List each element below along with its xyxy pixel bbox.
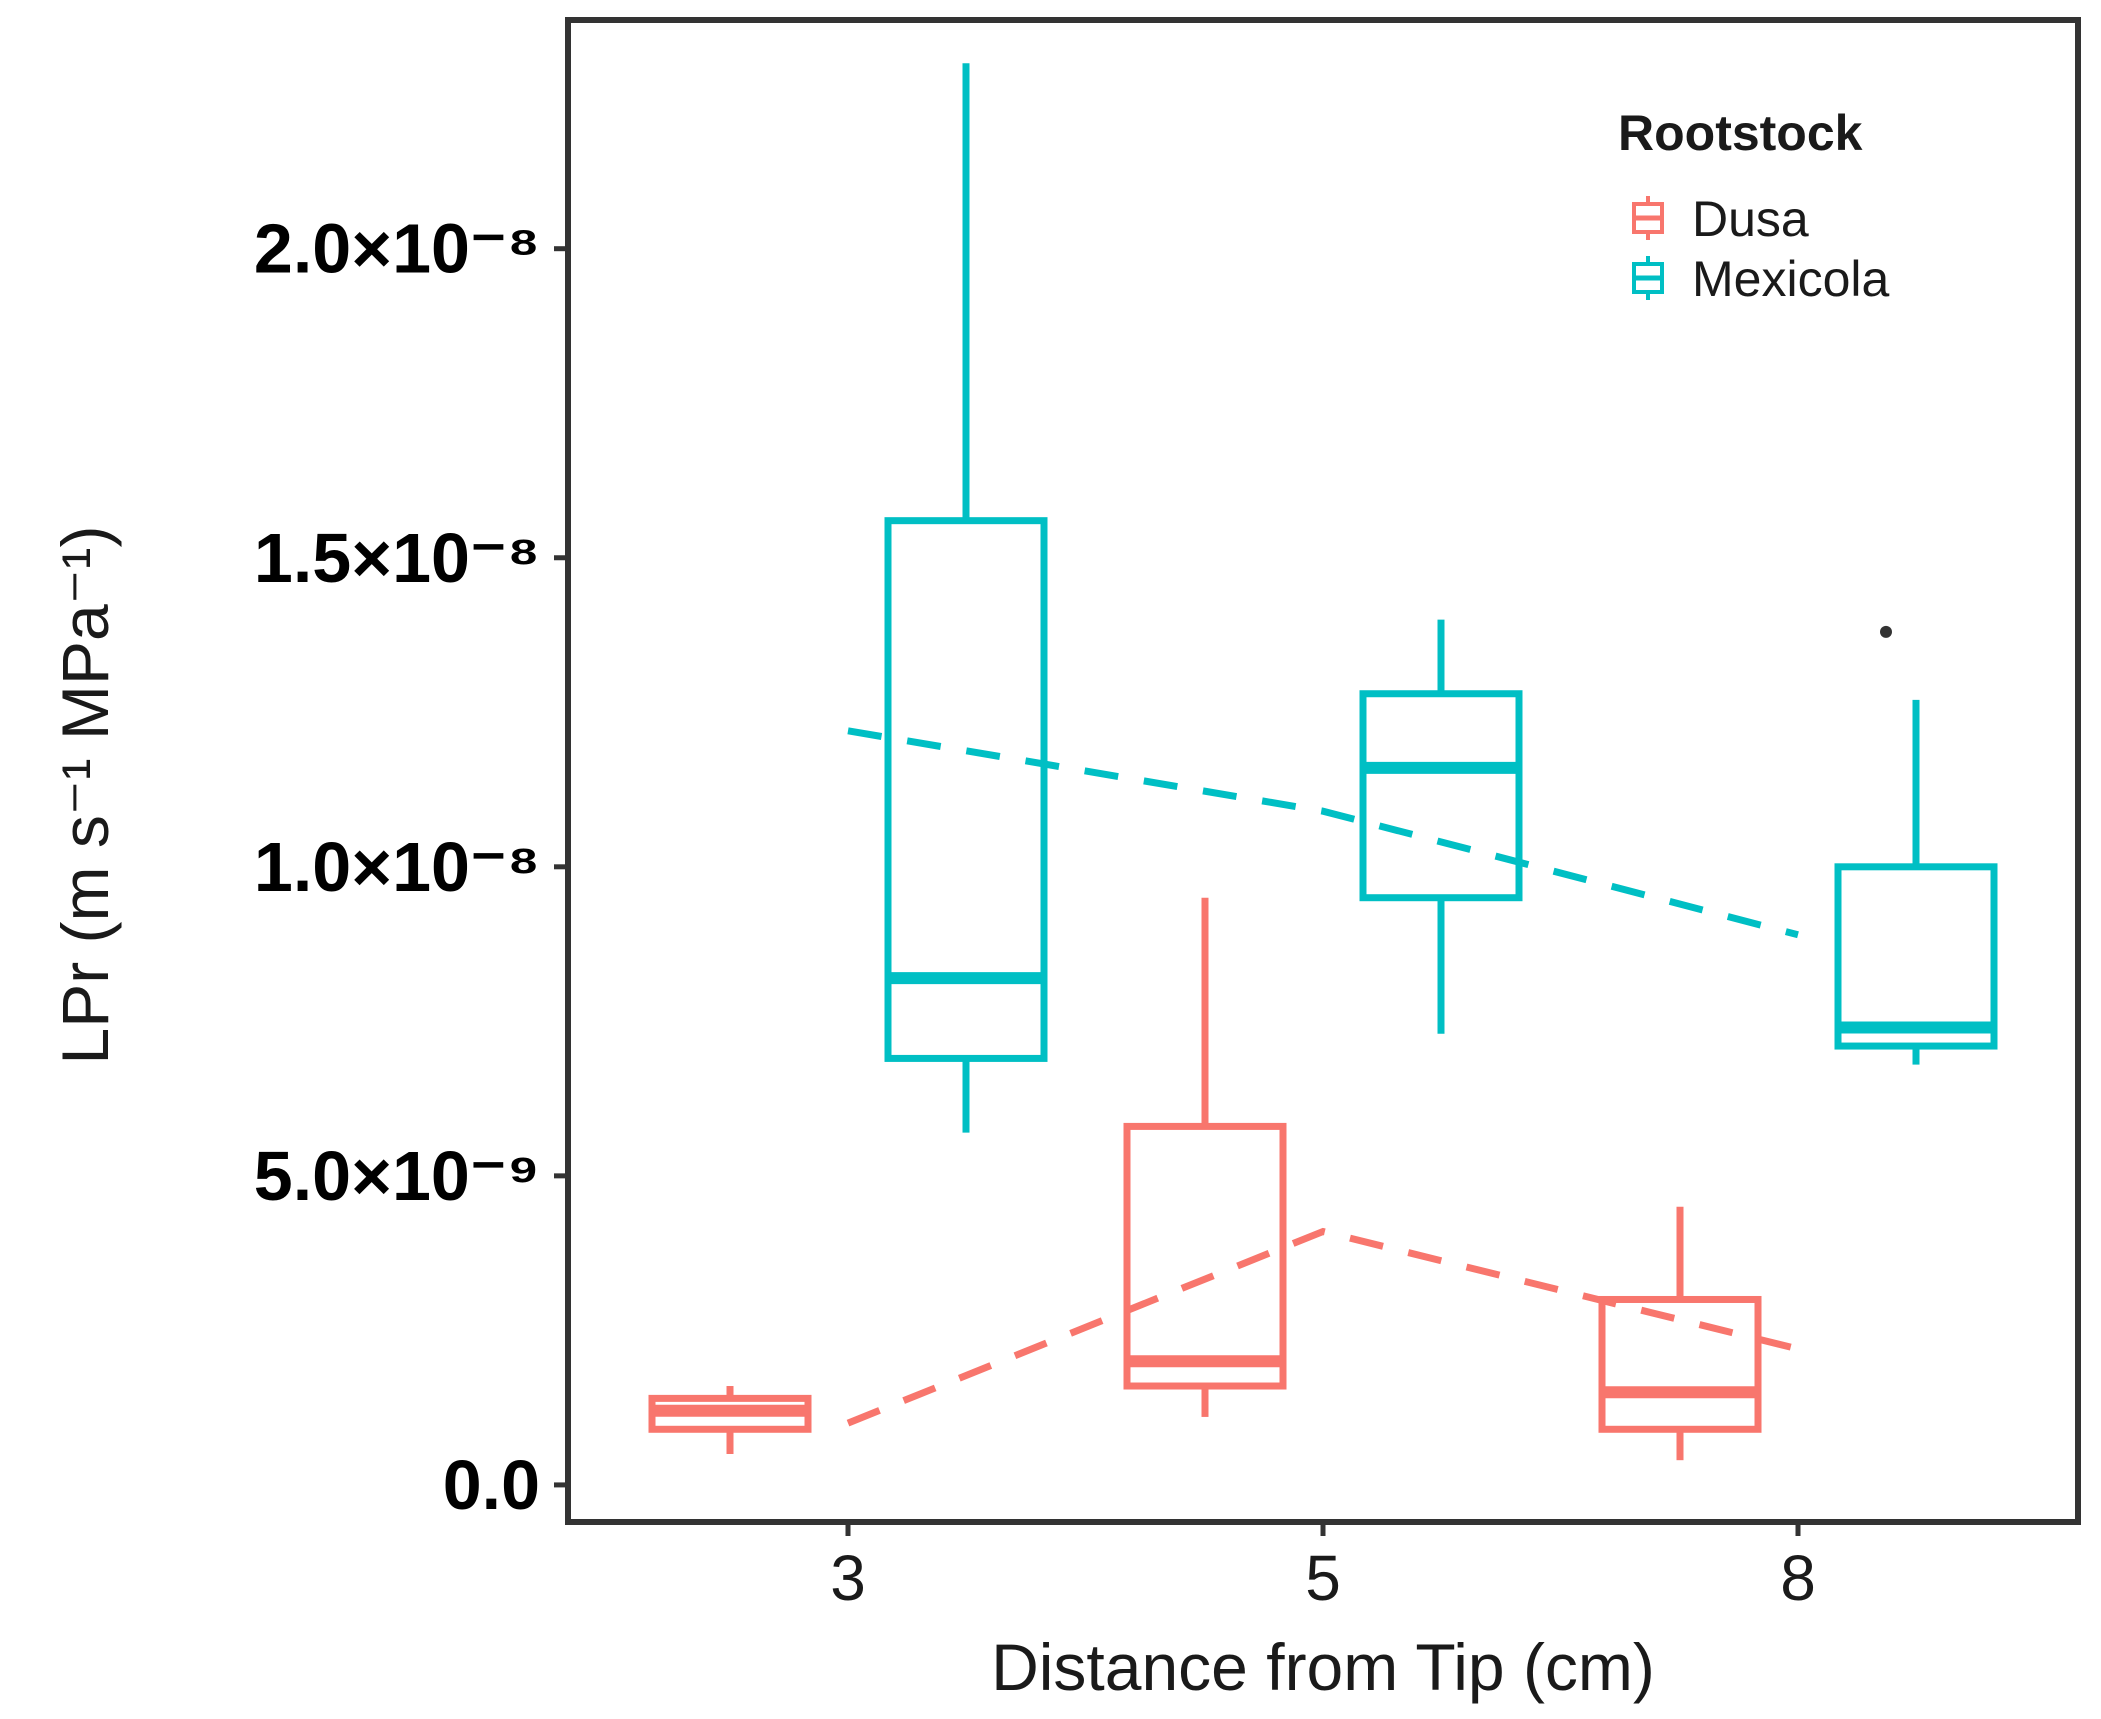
- y-tick-label: 5.0×10⁻⁹: [254, 1137, 540, 1215]
- box-dusa-8: [1598, 1206, 1762, 1461]
- box-mexicola-3: [884, 63, 1048, 1133]
- plot-panel-border: [565, 17, 2081, 1525]
- x-axis: 3 5 8: [830, 1522, 1816, 1614]
- y-axis: 0.0 5.0×10⁻⁹ 1.0×10⁻⁸ 1.5×10⁻⁸ 2.0×10⁻⁸: [254, 210, 568, 1524]
- y-tick-label: 0.0: [443, 1446, 540, 1524]
- legend: Rootstock Dusa Mexicola: [1618, 105, 1889, 307]
- legend-label-mexicola: Mexicola: [1692, 251, 1889, 307]
- legend-label-dusa: Dusa: [1692, 191, 1809, 247]
- y-tick-label: 2.0×10⁻⁸: [254, 210, 540, 288]
- x-tick-label: 5: [1305, 1542, 1341, 1614]
- box-mexicola-8: [1834, 699, 1998, 1065]
- mean-line-mexicola: [847, 727, 1799, 939]
- mean-lines-layer: [846, 727, 1799, 1427]
- boxes-layer: [648, 63, 1998, 1461]
- x-axis-title: Distance from Tip (cm): [991, 1630, 1655, 1704]
- x-tick-label: 3: [830, 1542, 866, 1614]
- y-axis-title: LPr (m s⁻¹ MPa⁻¹): [48, 526, 122, 1065]
- x-tick-label: 8: [1780, 1542, 1816, 1614]
- box-mexicola-5: [1359, 619, 1523, 1034]
- y-tick-label: 1.5×10⁻⁸: [254, 519, 540, 597]
- legend-key-mexicola: [1632, 256, 1664, 300]
- iqr-box: [884, 517, 1048, 1062]
- legend-key-dusa: [1632, 196, 1664, 240]
- box-dusa-3: [648, 1386, 812, 1455]
- iqr-box: [1598, 1295, 1762, 1433]
- mean-line-dusa: [846, 1227, 1799, 1427]
- legend-title: Rootstock: [1618, 105, 1863, 161]
- iqr-box: [1834, 863, 1998, 1050]
- y-tick-label: 1.0×10⁻⁸: [254, 828, 540, 906]
- outlier-point: [1880, 625, 1892, 638]
- iqr-box: [1359, 690, 1523, 902]
- box-dusa-5: [1123, 897, 1287, 1417]
